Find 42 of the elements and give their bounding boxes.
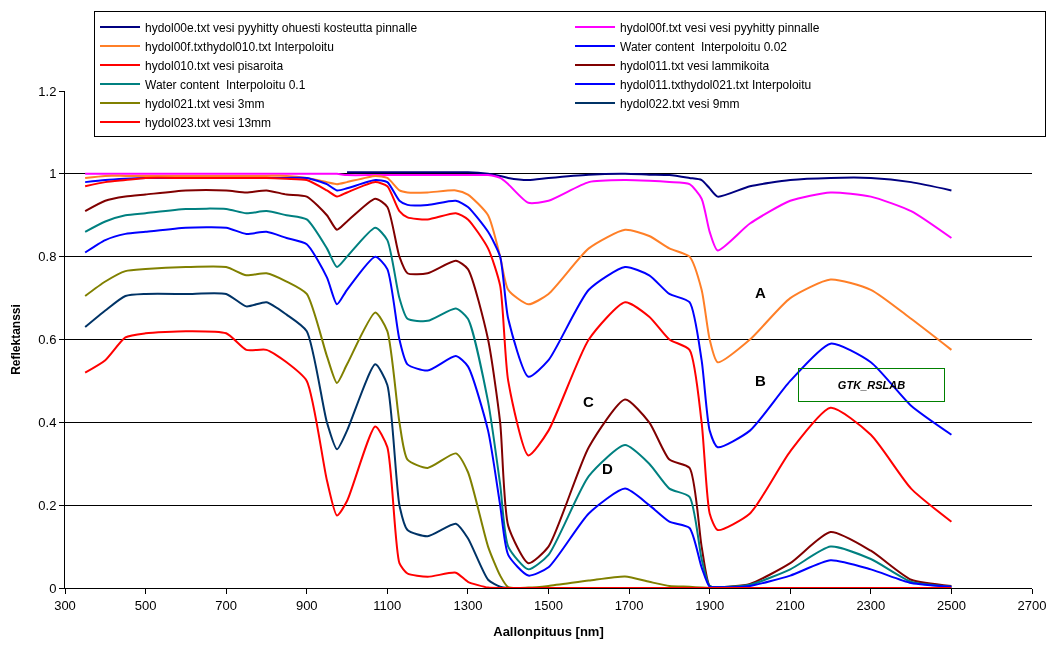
line-series <box>84 330 953 588</box>
legend-label: hydol00f.txthydol010.txt Interpoloitu <box>145 39 334 54</box>
y-tick-label: 1 <box>49 166 57 182</box>
legend-label: hydol00e.txt vesi pyyhitty ohuesti kosteutta pinnalle <box>145 20 418 35</box>
x-tick-label: 1100 <box>373 597 402 613</box>
line-series <box>84 172 953 252</box>
legend-label: Water content Interpoloitu 0.1 <box>145 77 306 92</box>
y-tick-label: 0.6 <box>38 332 57 348</box>
x-tick-label: 500 <box>134 597 157 613</box>
annotation: B <box>755 372 766 389</box>
x-tick-label: 2500 <box>936 597 966 613</box>
legend-label: hydol023.txt vesi 13mm <box>145 115 272 130</box>
y-tick-label: 0 <box>49 580 57 596</box>
x-tick-label: 2100 <box>775 597 805 613</box>
legend-label: hydol021.txt vesi 3mm <box>145 96 265 111</box>
x-axis-title: Aallonpituus [nm] <box>493 624 604 640</box>
legend-label: Water content Interpoloitu 0.02 <box>620 39 788 54</box>
x-tick-label: 2300 <box>856 597 886 613</box>
x-tick-label: 300 <box>54 597 76 613</box>
line-series <box>84 174 953 364</box>
x-tick-label: 1900 <box>695 597 725 613</box>
annotation: C <box>583 393 594 410</box>
x-tick-label: 900 <box>295 597 318 613</box>
y-tick-label: 1.2 <box>38 83 57 99</box>
legend-label: hydol011.txthydol021.txt Interpoloitu <box>620 77 812 92</box>
annotation: D <box>602 460 613 477</box>
x-tick-label: 1700 <box>614 597 644 613</box>
annotation: A <box>755 284 766 301</box>
x-tick-label: 1300 <box>453 597 483 613</box>
x-tick-label: 2700 <box>1017 597 1047 613</box>
legend-label: hydol011.txt vesi lammikoita <box>620 58 770 73</box>
y-axis-title: Reflektanssi <box>8 304 23 375</box>
x-tick-label: 1500 <box>534 597 563 613</box>
line-series <box>346 171 953 198</box>
legend-label: hydol00f.txt vesi vesi pyyhitty pinnalle <box>620 20 820 35</box>
legend-label: hydol010.txt vesi pisaroita <box>145 58 284 73</box>
line-series <box>84 176 953 532</box>
y-tick-label: 0.2 <box>38 497 57 513</box>
legend-label: hydol022.txt vesi 9mm <box>620 96 740 111</box>
x-tick-label: 700 <box>215 597 238 613</box>
y-tick-label: 0.8 <box>38 249 57 265</box>
y-tick-label: 0.4 <box>38 414 57 430</box>
